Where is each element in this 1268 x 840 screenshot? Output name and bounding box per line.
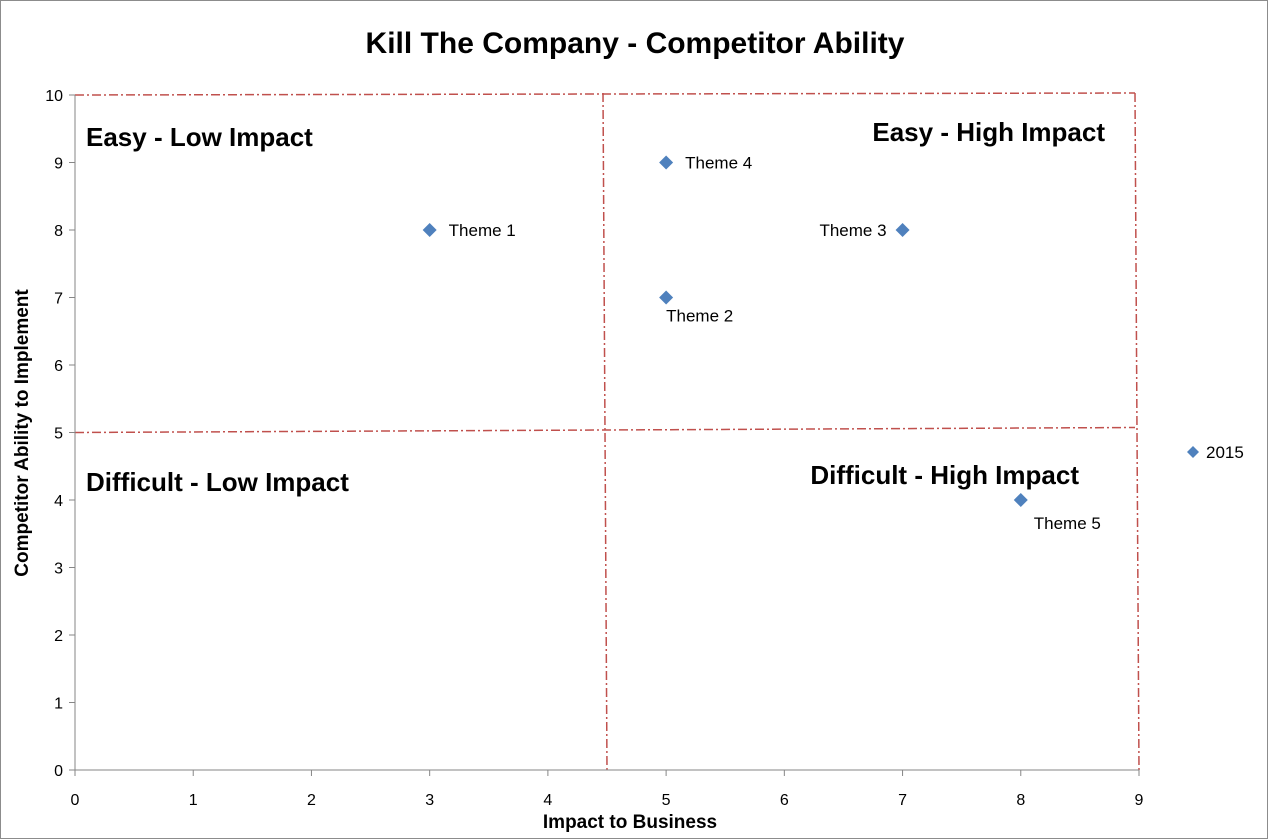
data-point-marker bbox=[659, 155, 674, 170]
x-tick-label: 0 bbox=[71, 792, 80, 809]
x-tick-label: 1 bbox=[189, 792, 198, 809]
quadrant-label-top-right: Easy - High Impact bbox=[872, 117, 1105, 147]
quadrant-lines bbox=[74, 92, 1140, 771]
data-point-marker bbox=[1013, 493, 1028, 507]
x-axis-title: Impact to Business bbox=[543, 812, 717, 833]
y-tick-label: 4 bbox=[54, 493, 63, 510]
y-tick-label: 0 bbox=[54, 763, 63, 780]
y-tick-label: 1 bbox=[54, 696, 63, 713]
y-tick-label: 3 bbox=[54, 561, 63, 578]
x-axis-ticks: 0 1 2 3 4 5 6 7 8 9 bbox=[71, 770, 1144, 809]
data-point-label: Theme 3 bbox=[819, 221, 886, 240]
y-tick-label: 10 bbox=[45, 88, 63, 105]
x-tick-label: 5 bbox=[662, 792, 671, 809]
data-point-label: Theme 1 bbox=[449, 221, 516, 240]
data-point-label: Theme 5 bbox=[1034, 514, 1101, 533]
quadrant-label-top-left: Easy - Low Impact bbox=[86, 122, 313, 152]
x-tick-label: 6 bbox=[780, 792, 789, 809]
quadrant-label-bottom-right: Difficult - High Impact bbox=[810, 460, 1079, 490]
x-tick-label: 9 bbox=[1135, 792, 1144, 809]
quadrant-vertical-divider bbox=[602, 92, 608, 771]
legend-entry-label: 2015 bbox=[1206, 443, 1244, 462]
data-point-label: Theme 2 bbox=[666, 307, 733, 326]
data-point-label: Theme 4 bbox=[685, 154, 752, 173]
data-point-marker bbox=[895, 223, 910, 237]
y-axis-ticks: 0 1 2 3 4 5 6 7 8 9 10 bbox=[45, 88, 75, 780]
legend-marker bbox=[1187, 446, 1199, 458]
quadrant-label-bottom-left: Difficult - Low Impact bbox=[86, 467, 349, 497]
y-axis-title: Competitor Ability to Implement bbox=[12, 289, 33, 577]
y-tick-label: 5 bbox=[54, 426, 63, 443]
y-tick-label: 7 bbox=[54, 291, 63, 308]
x-tick-label: 4 bbox=[543, 792, 552, 809]
quadrant-top-line bbox=[74, 92, 1136, 96]
y-tick-label: 2 bbox=[54, 628, 63, 645]
data-points: Theme 1 Theme 2 Theme 3 Theme 4 Theme 5 bbox=[422, 154, 1101, 533]
x-tick-label: 2 bbox=[307, 792, 316, 809]
chart-title: Kill The Company - Competitor Ability bbox=[366, 27, 905, 60]
y-tick-label: 9 bbox=[54, 156, 63, 173]
quadrant-right-line bbox=[1134, 92, 1140, 771]
legend: 2015 bbox=[1187, 443, 1244, 462]
y-tick-label: 8 bbox=[54, 223, 63, 240]
x-tick-label: 8 bbox=[1016, 792, 1025, 809]
y-tick-label: 6 bbox=[54, 358, 63, 375]
data-point-marker bbox=[422, 223, 437, 237]
x-tick-label: 7 bbox=[898, 792, 907, 809]
x-tick-label: 3 bbox=[425, 792, 434, 809]
quadrant-horizontal-divider bbox=[74, 426, 1136, 434]
data-point-marker bbox=[659, 290, 674, 305]
